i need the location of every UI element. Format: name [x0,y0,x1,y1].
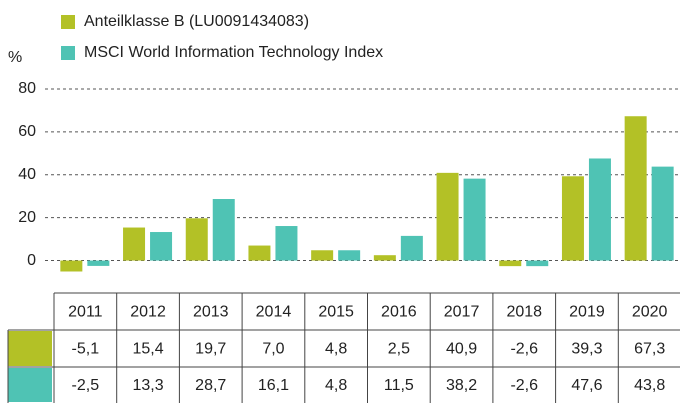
legend-label: MSCI World Information Technology Index [84,44,383,61]
table-header: 2016 [381,304,417,321]
table-cell: 47,6 [571,377,602,394]
y-tick-label: 20 [18,209,36,226]
bar [373,255,396,261]
table-header: 2018 [506,304,542,321]
table-header: 2017 [444,304,480,321]
table-cell: -2,5 [72,377,100,394]
legend-label: Anteilklasse B (LU0091434083) [84,13,309,30]
y-tick-label: 40 [18,166,36,183]
bar [185,218,208,261]
table-cell: 4,8 [325,377,347,394]
table-cell: 39,3 [571,341,602,358]
bar [123,227,146,261]
table-cell: 4,8 [325,341,347,358]
table-header: 2014 [256,304,292,321]
table-header: 2019 [569,304,605,321]
table-cell: 19,7 [195,341,226,358]
bar [463,178,486,261]
table-cell: 7,0 [262,341,284,358]
y-tick-label: 60 [18,123,36,140]
table-cell: -2,6 [510,377,538,394]
table-header: 2012 [130,304,166,321]
bar [87,260,110,266]
legend-swatch [61,15,75,29]
table-header: 2013 [193,304,229,321]
table-cell: 43,8 [634,377,665,394]
table-cell: 28,7 [195,377,226,394]
table-cell: 38,2 [446,377,477,394]
table-cell: 11,5 [384,377,414,394]
table-swatch [8,331,52,366]
bar [212,199,235,261]
y-tick-label: 80 [18,80,36,97]
table-cell: -5,1 [72,341,100,358]
table-cell: 2,5 [388,341,410,358]
bar [436,172,459,261]
table-header: 2011 [68,304,103,321]
table-cell: 40,9 [446,341,477,358]
y-axis-label: % [8,49,22,66]
bar [624,116,647,261]
y-tick-label: 0 [27,252,36,269]
bar [400,235,423,261]
bar [526,260,549,267]
bar [499,260,522,267]
table-header: 2015 [318,304,354,321]
table-cell: 67,3 [634,341,665,358]
bar [311,250,334,261]
legend-swatch [61,46,75,60]
table-header: 2020 [632,304,668,321]
bar [60,260,83,272]
bar [561,176,584,261]
bar [588,158,611,261]
bar [651,166,674,261]
bar [275,226,298,261]
table-cell: 13,3 [132,377,163,394]
table-cell: -2,6 [510,341,538,358]
bar [150,232,173,261]
table-cell: 16,1 [258,377,289,394]
table-cell: 15,4 [132,341,163,358]
bar [248,245,271,261]
bar [338,250,361,261]
table-swatch [8,368,52,402]
